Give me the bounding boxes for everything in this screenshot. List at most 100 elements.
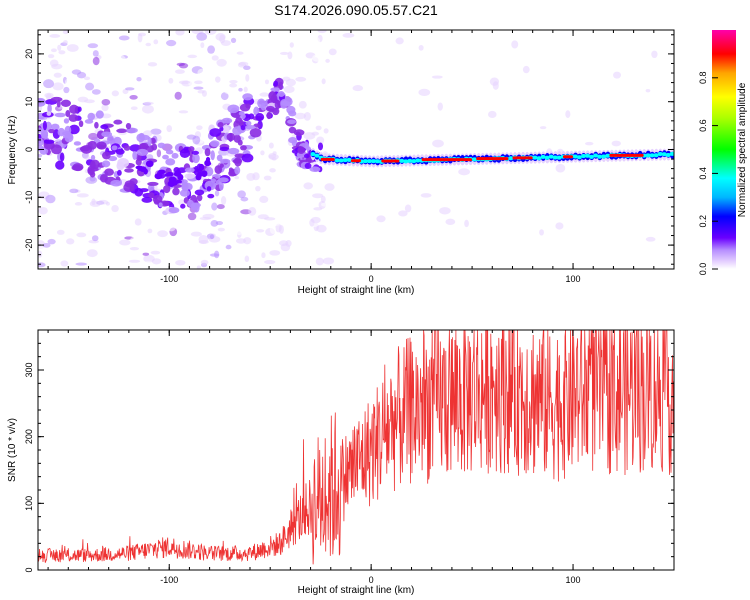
spectrogram-noise-blob <box>106 45 117 52</box>
spectrogram-ridge-blob <box>136 148 149 156</box>
band-hot <box>609 153 644 157</box>
spectrogram-ridge-blob <box>221 117 233 124</box>
band-core <box>411 159 417 164</box>
spectrogram-ridge-blob <box>46 111 52 116</box>
spectrogram-ridge-blob <box>117 169 122 176</box>
spectrogram-noise-blob <box>269 250 281 256</box>
spectrogram-noise-blob <box>187 54 198 59</box>
spectrogram-noise-blob <box>66 238 75 245</box>
spectrogram-ridge-blob <box>141 197 153 203</box>
spectrogram-noise-blob <box>235 228 243 236</box>
band-core <box>605 153 610 158</box>
spectrogram-noise-blob <box>260 36 266 42</box>
snr-ytick-label: 100 <box>24 496 34 511</box>
spectrogram-noise-blob <box>187 212 197 221</box>
band-core <box>581 154 586 159</box>
spectrogram-noise-blob <box>125 109 131 119</box>
spectrogram-ridge-blob <box>65 110 71 118</box>
spectrogram-noise-blob <box>321 78 326 85</box>
spectrogram-noise-blob <box>74 202 83 206</box>
spectrogram-noise-blob <box>574 244 585 249</box>
spectrogram-noise-blob <box>216 58 227 67</box>
spectrogram-noise-blob <box>166 39 177 47</box>
spectrogram-ridge-blob <box>255 113 265 122</box>
spectrogram-ridge-blob <box>54 112 66 118</box>
spectrogram-noise-blob <box>129 246 140 251</box>
spectrogram-ridge-blob <box>260 102 267 111</box>
spectrogram-ridge-blob <box>188 146 195 152</box>
spectrogram-noise-blob <box>257 158 262 167</box>
spectrogram-noise-blob <box>190 231 202 237</box>
spectrogram-noise-blob <box>213 106 225 112</box>
band-core <box>669 151 674 156</box>
spectrogram-noise-blob <box>92 56 100 66</box>
spectrogram-highlight <box>158 169 166 175</box>
spectrogram-noise-blob <box>225 244 232 250</box>
spectrogram-noise-blob <box>298 56 310 63</box>
spectrogram-noise-blob <box>231 221 238 227</box>
spectrogram-noise-blob <box>60 260 69 267</box>
spectrogram-noise-blob <box>243 237 252 245</box>
spectrogram-noise-blob <box>125 87 135 91</box>
spectrogram-ridge-blob <box>191 202 201 208</box>
spectrogram-noise-blob <box>611 264 621 269</box>
spectrogram-ridge-blob <box>116 128 128 133</box>
spectrogram-noise-blob <box>87 43 99 49</box>
spectrogram-ridge-blob <box>101 160 111 168</box>
spectrogram-noise-blob <box>153 39 159 45</box>
spectrogram-noise-blob <box>47 54 55 59</box>
colorbar-ticks: 0.0 0.2 0.4 0.6 0.8 <box>698 72 718 275</box>
colorbar-tick-label: 0.8 <box>698 72 708 85</box>
spectrogram-noise-blob <box>128 259 141 263</box>
spectrogram-noise-blob <box>62 40 68 45</box>
spectrogram-ridge-blob <box>204 148 211 157</box>
spectrogram-noise-blob <box>252 42 263 51</box>
spectrogram-noise-blob <box>178 80 191 85</box>
spectrogram-noise-blob <box>168 77 174 84</box>
spectrogram-noise-blob <box>272 175 284 179</box>
spectrogram-ridge-blob <box>42 120 47 131</box>
spectrogram-ridge-blob <box>219 163 224 168</box>
spectrogram-noise-blob <box>280 243 291 252</box>
spectrogram-highlight <box>173 172 181 177</box>
spectrogram-ridge-blob <box>153 199 160 205</box>
spectrogram-noise-blob <box>445 218 456 225</box>
spectrogram-noise-blob <box>79 89 85 98</box>
spectrogram-highlight <box>175 179 182 184</box>
spectrogram-ridge-blob <box>219 146 230 152</box>
spectrogram-ridge-blob <box>78 120 84 128</box>
spectrogram-noise-blob <box>89 200 101 207</box>
spectrogram-noise-blob <box>229 83 238 88</box>
band-core <box>415 158 421 163</box>
spectrogram-noise-blob <box>129 94 138 100</box>
spectrogram-ridge-blob <box>124 168 134 173</box>
spectrogram-noise-blob <box>200 259 209 265</box>
spectrogram-noise-blob <box>154 36 162 40</box>
snr-series-line <box>38 330 674 565</box>
spectrogram-noise-blob <box>279 51 289 55</box>
snr-axes: -100 0 100 0 100 200 300 <box>24 329 675 585</box>
spectrogram-noise-blob <box>303 132 316 140</box>
spectrogram-noise-blob <box>45 93 52 101</box>
spectrogram-noise-blob <box>524 79 529 85</box>
spectrogram-noise-blob <box>243 86 248 93</box>
spectrogram-noise-blob <box>367 74 373 79</box>
spectrogram-noise-blob <box>243 65 251 71</box>
spectrogram-noise-blob <box>267 213 274 218</box>
spectrogram-ridge-blob <box>217 121 224 128</box>
spectrogram-noise-blob <box>84 99 95 104</box>
spectrogram-ridge-blob <box>104 168 114 176</box>
spectrogram-ridge-blob <box>80 144 93 154</box>
spectrogram-noise-blob <box>295 76 307 82</box>
spectrogram-noise-blob <box>216 204 225 210</box>
spectrogram-ridge-blob <box>194 189 205 196</box>
spectrogram-noise-blob <box>325 58 330 63</box>
spectrogram-noise-blob <box>599 221 606 228</box>
spectrogram-noise-blob <box>240 196 249 202</box>
spectrogram-noise-blob <box>310 216 321 224</box>
band-core <box>338 158 344 163</box>
snr-frame <box>37 329 675 571</box>
chart-title: S174.2026.090.05.57.C21 <box>274 2 438 18</box>
spec-ytick-label: 10 <box>24 97 34 107</box>
spectrogram-ridge-blob <box>48 129 55 134</box>
